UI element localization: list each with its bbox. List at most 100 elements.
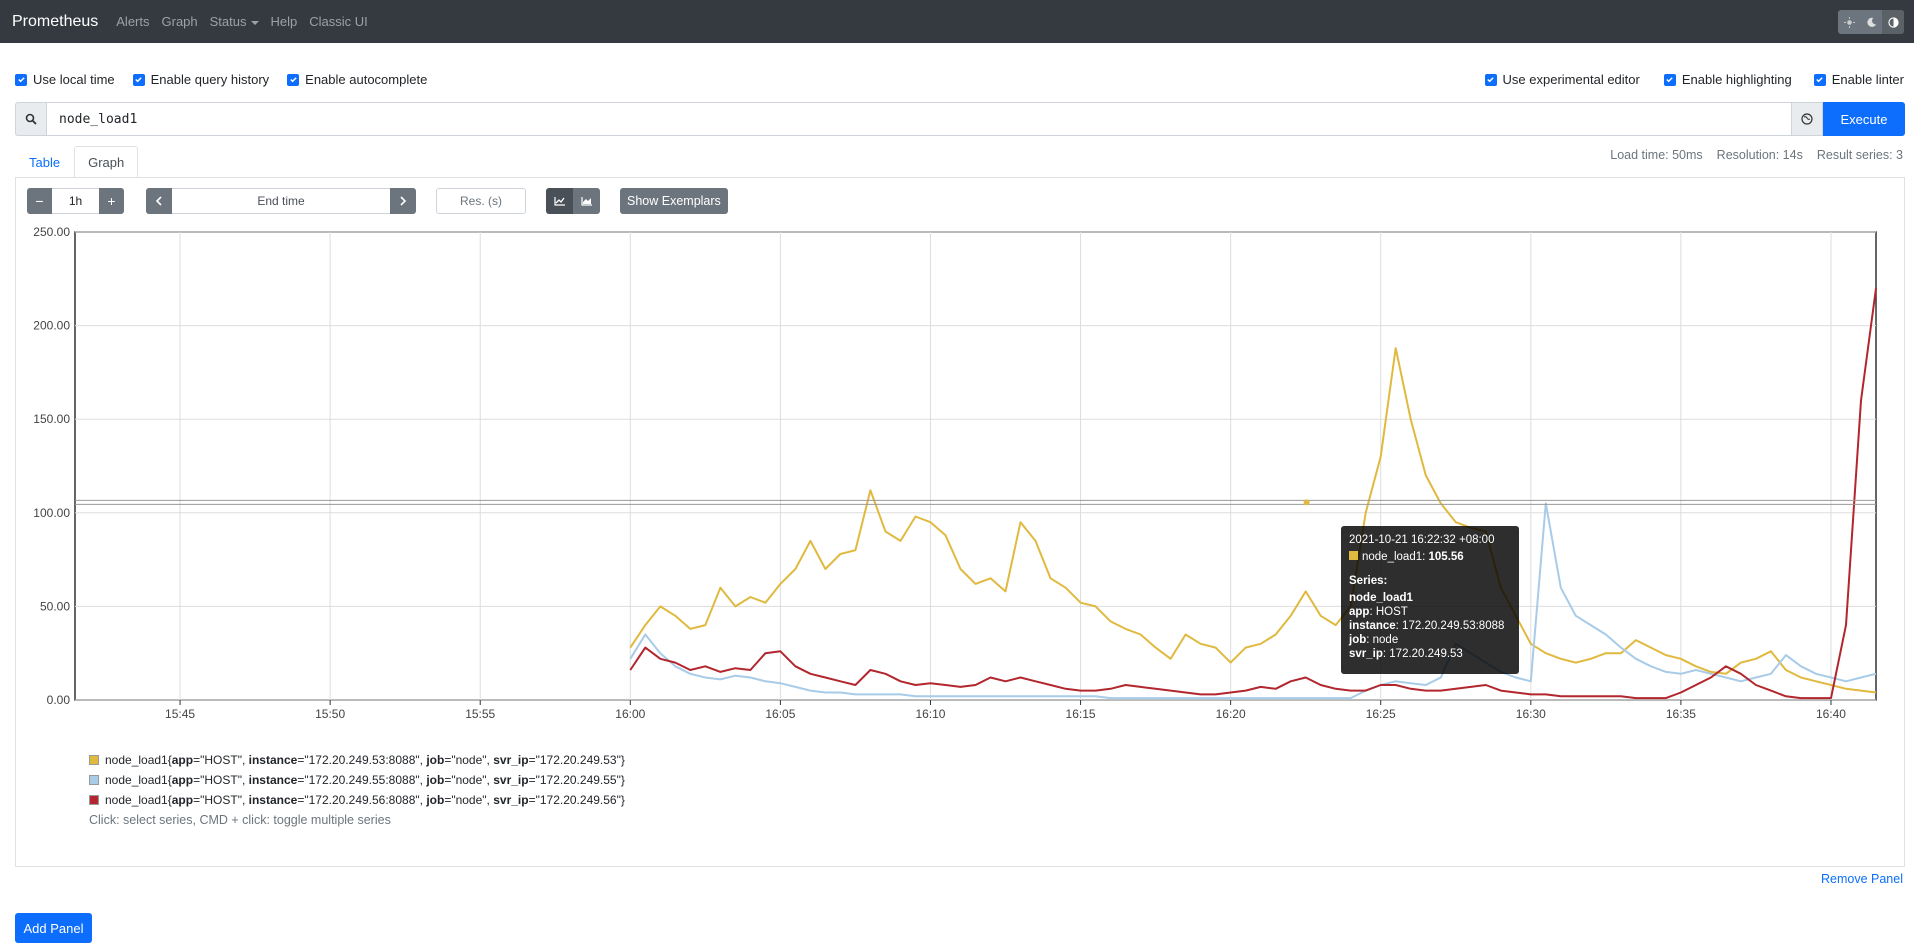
tooltip-instance-value: : 172.20.249.53:8088 (1395, 620, 1505, 632)
chevron-right-icon (400, 196, 407, 206)
range-input[interactable]: 1h (52, 188, 99, 214)
legend-swatch (89, 795, 99, 805)
tooltip-time: 2021-10-21 16:22:32 +08:00 (1349, 534, 1495, 546)
y-tick-label: 100.00 (33, 506, 70, 520)
enable-query-history-checkbox[interactable]: Enable query history (132, 72, 270, 87)
end-time-input[interactable]: End time (172, 188, 390, 214)
y-tick-label: 250.00 (33, 225, 70, 239)
tooltip-app-key: app (1349, 606, 1370, 618)
chevron-left-icon (155, 196, 162, 206)
load-time: Load time: 50ms (1610, 148, 1703, 162)
area-chart-icon[interactable] (573, 188, 600, 214)
remove-panel-link[interactable]: Remove Panel (1821, 872, 1903, 886)
use-experimental-editor-label: Use experimental editor (1502, 72, 1640, 87)
enable-highlighting-label: Enable highlighting (1681, 72, 1792, 87)
resolution: Resolution: 14s (1716, 148, 1803, 162)
tooltip-series-name: node_load1 (1349, 592, 1413, 604)
top-navbar: Prometheus Alerts Graph Status Help Clas… (0, 0, 1914, 43)
tooltip-series-label: Series: (1349, 575, 1388, 587)
x-tick-label: 16:40 (1816, 707, 1846, 721)
tooltip-metric: node_load1: (1362, 551, 1426, 563)
nav-status-label: Status (209, 14, 247, 29)
nav-alerts[interactable]: Alerts (116, 14, 150, 29)
tooltip-instance: instance: 172.20.249.53:8088 (1349, 619, 1511, 633)
series-line (629, 347, 1877, 694)
options-left: Use local time Enable query history Enab… (15, 72, 443, 87)
previous-time-button[interactable] (146, 188, 172, 214)
tooltip-app-value: : HOST (1369, 606, 1408, 618)
result-series: Result series: 3 (1816, 148, 1903, 162)
x-tick-label: 16:35 (1666, 707, 1696, 721)
legend-text: node_load1{app="HOST", instance="172.20.… (105, 793, 625, 807)
y-tick-label: 150.00 (33, 412, 70, 426)
tab-table[interactable]: Table (29, 155, 61, 170)
tooltip-svr-ip: svr_ip: 172.20.249.53 (1349, 647, 1511, 661)
stack-toggle-group (546, 188, 600, 214)
auto-theme-icon[interactable] (1882, 10, 1904, 34)
check-icon (15, 73, 27, 86)
execute-button[interactable]: Execute (1823, 102, 1905, 136)
enable-autocomplete-checkbox[interactable]: Enable autocomplete (287, 72, 427, 87)
x-tick-label: 15:50 (315, 707, 345, 721)
metrics-explorer-icon[interactable] (1792, 102, 1823, 136)
enable-linter-label: Enable linter (1831, 72, 1904, 87)
check-icon (1663, 73, 1676, 86)
increase-range-button[interactable]: + (99, 188, 124, 214)
x-tick-label: 16:00 (615, 707, 645, 721)
nav-classic-ui[interactable]: Classic UI (309, 14, 368, 29)
resolution-input[interactable]: Res. (s) (436, 188, 526, 214)
x-tick-label: 16:20 (1216, 707, 1246, 721)
tooltip-value: 105.56 (1428, 551, 1464, 563)
search-icon (15, 102, 46, 136)
nav-help[interactable]: Help (270, 14, 298, 29)
enable-highlighting-checkbox[interactable]: Enable highlighting (1663, 72, 1792, 87)
check-icon (287, 73, 300, 86)
options-right: Use experimental editor Enable highlight… (1484, 72, 1914, 87)
tab-graph[interactable]: Graph (74, 146, 139, 178)
nav-graph[interactable]: Graph (161, 14, 198, 29)
show-exemplars-button[interactable]: Show Exemplars (620, 188, 728, 214)
use-local-time-label: Use local time (33, 72, 115, 87)
check-icon (132, 73, 145, 86)
legend-item[interactable]: node_load1{app="HOST", instance="172.20.… (89, 790, 625, 810)
add-panel-button[interactable]: Add Panel (15, 913, 92, 943)
light-theme-icon[interactable] (1838, 10, 1860, 34)
enable-query-history-label: Enable query history (150, 72, 270, 87)
legend-hint: Click: select series, CMD + click: toggl… (89, 813, 391, 827)
next-time-button[interactable] (390, 188, 416, 214)
tooltip-job-key: job (1349, 634, 1367, 646)
x-tick-label: 16:05 (765, 707, 795, 721)
use-experimental-editor-checkbox[interactable]: Use experimental editor (1484, 72, 1640, 87)
query-input[interactable]: node_load1 (46, 102, 1792, 136)
series-line (629, 288, 1877, 700)
x-tick-label: 16:10 (915, 707, 945, 721)
legend-text: node_load1{app="HOST", instance="172.20.… (105, 753, 625, 767)
chart-tooltip: 2021-10-21 16:22:32 +08:00 node_load1: 1… (1341, 526, 1519, 674)
use-local-time-checkbox[interactable]: Use local time (15, 72, 115, 87)
tooltip-instance-key: instance (1349, 620, 1396, 632)
chevron-down-icon (250, 20, 259, 25)
line-chart-icon[interactable] (546, 188, 573, 214)
graph-controls: − 1h + End time Res. (s) Show Exemplars (27, 188, 728, 214)
tooltip-job-value: : node (1366, 634, 1399, 646)
enable-linter-checkbox[interactable]: Enable linter (1813, 72, 1904, 87)
check-icon (1813, 73, 1826, 86)
decrease-range-button[interactable]: − (27, 188, 52, 214)
y-tick-label: 0.00 (47, 693, 71, 707)
tooltip-value-row: node_load1: 105.56 (1349, 550, 1511, 564)
legend-item[interactable]: node_load1{app="HOST", instance="172.20.… (89, 750, 625, 770)
nav-status[interactable]: Status (210, 14, 259, 29)
series-legend: node_load1{app="HOST", instance="172.20.… (89, 750, 625, 810)
x-tick-label: 16:15 (1066, 707, 1096, 721)
x-tick-label: 15:45 (165, 707, 195, 721)
panel-tabs: Table Graph (15, 146, 139, 178)
legend-swatch (89, 775, 99, 785)
brand-logo[interactable]: Prometheus (12, 12, 99, 30)
tooltip-svr-key: svr_ip (1349, 648, 1383, 660)
legend-text: node_load1{app="HOST", instance="172.20.… (105, 773, 625, 787)
series-line (629, 502, 1877, 700)
legend-item[interactable]: node_load1{app="HOST", instance="172.20.… (89, 770, 625, 790)
y-tick-label: 50.00 (40, 599, 70, 613)
dark-theme-icon[interactable] (1860, 10, 1882, 34)
